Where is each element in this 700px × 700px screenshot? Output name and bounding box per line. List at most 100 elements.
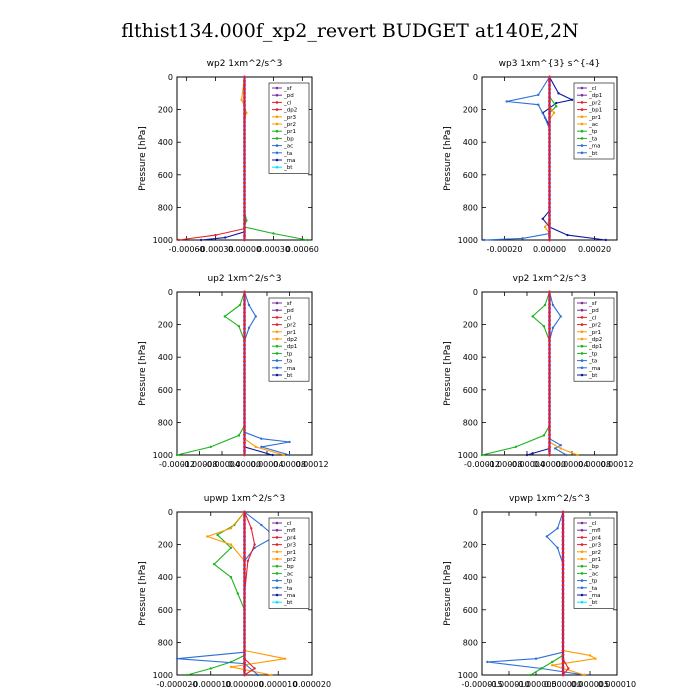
zero-profile-marker [548, 376, 551, 379]
legend-marker [275, 86, 279, 90]
legend-label: _pr2 [283, 323, 296, 329]
legend-marker [580, 586, 584, 590]
legend-marker [275, 115, 279, 119]
zero-profile-marker [243, 327, 246, 331]
x-tick-label: -0.00012 [464, 460, 500, 469]
zero-profile-marker [243, 514, 246, 518]
x-tick-label: -0.00008 [182, 460, 218, 469]
y-tick-label: 800 [158, 203, 173, 212]
zero-profile-marker [548, 335, 551, 339]
legend-marker [275, 108, 279, 111]
y-tick-label: 1000 [153, 236, 173, 245]
zero-profile-marker [243, 201, 246, 205]
zero-profile-marker [561, 624, 565, 628]
legend-marker [580, 543, 584, 546]
zero-profile-marker [548, 319, 551, 322]
zero-profile-marker [243, 628, 246, 632]
zero-profile-marker [243, 669, 246, 673]
zero-profile-marker [243, 453, 246, 457]
legend-marker [580, 129, 584, 133]
y-tick-label: 200 [463, 106, 478, 115]
zero-profile-marker [561, 600, 565, 604]
legend-label: _bp1 [588, 108, 602, 114]
y-tick-label: 400 [158, 353, 173, 362]
series-point [254, 315, 257, 318]
zero-profile-marker [548, 429, 551, 432]
legend-label: _pr3 [588, 543, 602, 549]
zero-profile-marker [548, 181, 551, 185]
zero-profile-marker [548, 306, 551, 310]
zero-profile-marker [243, 351, 246, 355]
zero-profile-marker [243, 104, 246, 107]
legend-label: _ma [283, 366, 295, 372]
legend-label: _pr4 [588, 535, 602, 541]
zero-profile-marker [561, 645, 565, 648]
legend-marker [580, 359, 584, 362]
zero-profile-marker [548, 416, 551, 420]
series-point [534, 657, 538, 660]
zero-profile-marker [561, 608, 565, 612]
zero-profile-marker [243, 298, 246, 302]
zero-profile-marker [548, 372, 551, 375]
x-tick-label: 0.00012 [295, 460, 328, 469]
zero-profile-marker [243, 575, 246, 579]
zero-profile-marker [561, 616, 565, 620]
y-axis-label: Pressure [hPa] [138, 561, 148, 626]
legend-marker [580, 101, 584, 104]
legend-label: _mfl [588, 528, 601, 534]
zero-profile-marker [548, 100, 551, 103]
legend-label: _ac [283, 571, 293, 577]
series-point [177, 238, 181, 242]
zero-profile-marker [561, 641, 565, 644]
zero-profile-marker [561, 514, 565, 518]
series-point [553, 447, 557, 450]
x-tick-label: 0.00004 [250, 460, 283, 469]
zero-profile-marker [243, 210, 246, 213]
zero-profile-marker [548, 331, 551, 335]
zero-profile-marker [548, 169, 551, 173]
zero-profile-marker [548, 222, 551, 226]
legend-marker [580, 528, 584, 532]
zero-profile-marker [561, 604, 565, 608]
zero-profile-marker [243, 347, 246, 351]
zero-profile-marker [243, 416, 246, 420]
zero-profile-marker [243, 555, 246, 559]
zero-profile-marker [548, 201, 551, 205]
legend-label: _pr3 [283, 115, 297, 121]
series-point [566, 233, 569, 237]
legend-marker [580, 122, 584, 126]
x-tick-label: -0.00030 [198, 245, 234, 254]
x-tick-label: 0.00030 [257, 245, 290, 254]
zero-profile-marker [561, 669, 565, 673]
zero-profile-marker [548, 189, 551, 193]
x-tick-label: -0.00008 [487, 460, 523, 469]
legend-marker [580, 536, 584, 539]
x-tick-label: 0.000005 [571, 680, 609, 689]
zero-profile-marker [548, 116, 551, 120]
y-tick-label: 0 [473, 508, 478, 517]
zero-profile-marker [243, 112, 246, 116]
zero-profile-marker [243, 306, 246, 310]
zero-profile-marker [561, 535, 565, 538]
zero-profile-marker [243, 571, 246, 575]
zero-profile-marker [561, 649, 565, 652]
zero-profile-marker [243, 600, 246, 604]
y-tick-label: 600 [158, 386, 173, 395]
legend-marker [275, 101, 279, 104]
series-point [543, 303, 547, 307]
series-pr2 [548, 292, 578, 456]
zero-profile-marker [548, 140, 551, 144]
panel-up2: up2 1xm^2/s^302004006008001000-0.00012-0… [138, 274, 329, 469]
zero-profile-marker [243, 290, 246, 294]
x-tick-label: 0.00004 [555, 460, 588, 469]
zero-profile-marker [243, 177, 246, 181]
zero-profile-marker [561, 575, 565, 579]
legend-label: _tp [588, 579, 598, 585]
series-point [505, 100, 508, 103]
zero-profile-marker [243, 132, 246, 136]
legend-marker [275, 550, 279, 554]
y-tick-label: 800 [158, 418, 173, 427]
zero-profile-marker [561, 551, 565, 555]
series-point [270, 673, 273, 677]
x-tick-label: -0.000005 [515, 680, 556, 689]
